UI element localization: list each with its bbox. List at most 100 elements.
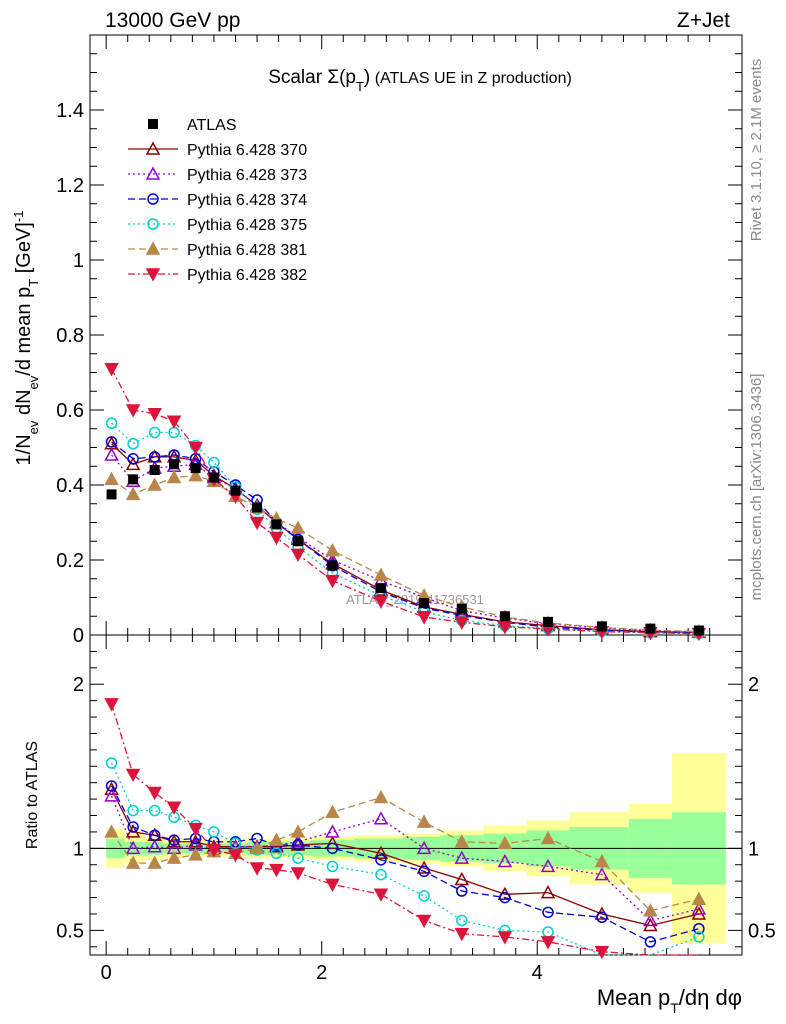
ratio-y-tick-label: 0.5 (748, 920, 776, 942)
main-point-s382 (104, 363, 119, 377)
main-point-s375 (148, 426, 161, 439)
main-point-s382 (147, 408, 162, 422)
main-point-s374 (127, 453, 139, 465)
ratio-point-s374 (127, 821, 139, 833)
data-point-atlas (645, 623, 656, 634)
ratio-point-s381 (325, 804, 340, 818)
ratio-point-s373 (416, 840, 432, 855)
ratio-point-s374 (375, 854, 387, 866)
ratio-point-s382 (166, 801, 182, 815)
ratio-point-s375 (208, 826, 220, 838)
ratio-point-s382 (594, 945, 610, 960)
ratio-point-s373 (147, 839, 162, 853)
ratio-point-s382 (249, 862, 265, 876)
main-point-s382 (454, 616, 470, 630)
data-point-atlas (419, 598, 430, 609)
main-point-s375 (208, 456, 220, 469)
ratio-point-s373 (594, 867, 610, 881)
main-point-s382 (269, 531, 284, 546)
data-point-atlas (456, 603, 467, 614)
ratio-point-s375 (326, 860, 339, 873)
legend-marker-s382 (145, 268, 161, 282)
ratio-series-line-s373 (110, 795, 700, 922)
ratio-point-s373 (643, 912, 658, 927)
ratio-point-s382 (325, 878, 340, 893)
x-tick-label: 2 (316, 962, 327, 984)
ratio-point-s373 (125, 840, 141, 855)
ratio-point-s374 (292, 839, 304, 851)
main-point-s381 (290, 520, 306, 534)
data-point-atlas (190, 463, 201, 474)
ratio-point-s382 (147, 786, 162, 801)
ratio-point-s374 (168, 834, 180, 846)
ratio-point-s382 (454, 927, 470, 942)
ratio-point-s381 (416, 814, 432, 828)
data-point-atlas (543, 616, 554, 627)
data-point-atlas (693, 625, 704, 636)
ratio-point-s381 (454, 834, 470, 848)
ratio-point-s381 (269, 832, 284, 846)
ratio-point-s382 (188, 822, 203, 837)
main-point-s382 (249, 516, 265, 531)
ratio-series-line-s375 (110, 762, 700, 956)
ratio-y-tick-label: 1 (748, 838, 759, 860)
legend-marker-s375 (147, 218, 159, 230)
ratio-point-s381 (540, 830, 556, 845)
ratio-point-s375 (418, 890, 430, 902)
ratio-point-s373 (497, 853, 513, 868)
mcplots-label: mcplots.cern.ch [arXiv:1306.3436] (748, 374, 765, 601)
ratio-point-s374 (542, 906, 554, 919)
ratio-point-s370 (269, 839, 284, 853)
ratio-point-s382 (540, 936, 556, 950)
ratio-point-s375 (456, 914, 468, 927)
main-point-s382 (188, 441, 203, 456)
ratio-point-s370 (166, 834, 182, 848)
legend-label: ATLAS (187, 117, 237, 134)
main-ylabel: 1/Nev dNev/d mean pT [GeV]-1 (11, 211, 41, 466)
ratio-point-s375 (693, 931, 705, 943)
ratio-y-tick-label: 2 (748, 674, 759, 696)
main-point-s374 (148, 451, 161, 463)
main-point-s373 (104, 447, 119, 461)
ratio-point-s373 (454, 850, 470, 864)
main-point-s381 (147, 477, 162, 491)
data-point-atlas (128, 474, 139, 485)
y-tick-label: 1.2 (56, 175, 84, 197)
main-point-s381 (125, 486, 141, 501)
ratio-point-s381 (643, 903, 658, 917)
ratio-point-s382 (373, 888, 389, 902)
ratio-y-tick-label: 2 (73, 674, 84, 696)
y-tick-label: 1 (73, 250, 84, 272)
ratio-point-s382 (125, 768, 141, 783)
ratio-point-s381 (691, 891, 707, 905)
ratio-point-s382 (104, 698, 119, 712)
ratio-point-s374 (499, 891, 511, 904)
ratio-point-s375 (127, 804, 139, 817)
ratio-point-s381 (290, 824, 306, 838)
ratio-point-s381 (594, 853, 610, 868)
y-tick-label: 1.4 (56, 100, 84, 122)
ratio-point-s373 (104, 788, 119, 802)
main-point-s382 (497, 621, 513, 635)
ratio-ylabel: Ratio to ATLAS (24, 741, 41, 849)
ratio-point-s381 (147, 855, 162, 869)
ratio-point-s381 (104, 824, 119, 838)
y-tick-label: 0.6 (56, 400, 84, 422)
ratio-point-s382 (228, 849, 243, 863)
ratio-point-s370 (540, 885, 556, 899)
ratio-point-s374 (148, 829, 161, 841)
ratio-series-line-s374 (110, 785, 700, 943)
legend-label: Pythia 6.428 381 (187, 242, 307, 259)
ratio-y-tick-label: 1 (73, 838, 84, 860)
legend-marker-s381 (145, 241, 161, 255)
ratio-point-s374 (418, 865, 430, 878)
ratio-point-s370 (104, 781, 119, 796)
y-tick-label: 0.8 (56, 325, 84, 347)
ratio-point-s375 (105, 757, 118, 769)
y-tick-label: 0 (73, 625, 84, 647)
ratio-point-s374 (644, 936, 657, 948)
ratio-point-s374 (693, 922, 705, 935)
ratio-point-s375 (270, 847, 283, 860)
header-energy: 13000 GeV pp (105, 9, 240, 32)
